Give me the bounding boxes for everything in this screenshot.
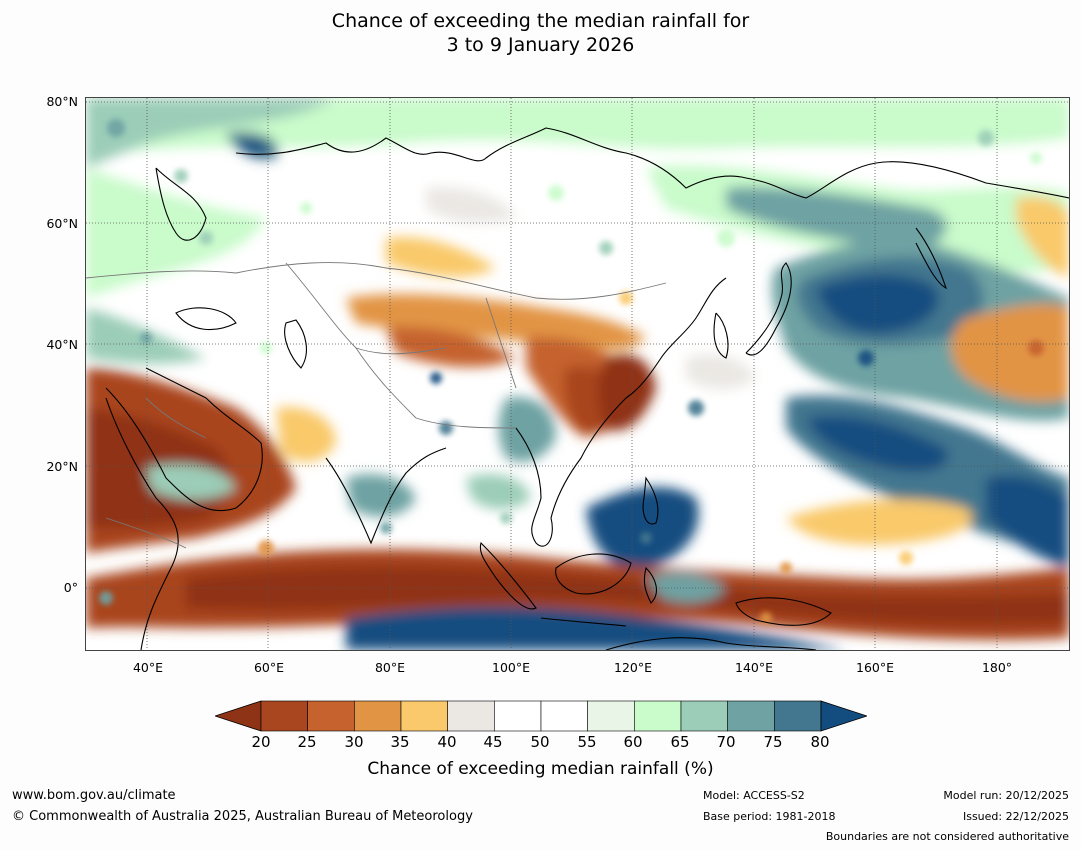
colorbar-tick: 35 [390, 733, 410, 751]
title-line-1: Chance of exceeding the median rainfall … [331, 10, 750, 32]
colorbar-swatch [307, 700, 355, 732]
colorbar-tick: 25 [297, 733, 317, 751]
lat-label-40n: 40°N [46, 337, 78, 352]
colorbar-swatch [587, 700, 635, 732]
coastlines [105, 127, 1069, 650]
graticule [86, 98, 1069, 650]
colorbar [215, 700, 867, 732]
colorbar-tick: 40 [437, 733, 457, 751]
colorbar-tick: 20 [251, 733, 271, 751]
lon-label-180: 180° [981, 660, 1013, 675]
lon-label-60e: 60°E [253, 660, 285, 675]
colorbar-tick: 60 [623, 733, 643, 751]
rainfall-anomaly-field [86, 98, 1069, 650]
colorbar-swatch [494, 700, 542, 732]
footer-base-period: Base period: 1981-2018 [703, 810, 836, 823]
lon-label-80e: 80°E [374, 660, 406, 675]
colorbar-tick: 55 [577, 733, 597, 751]
lat-label-60n: 60°N [46, 216, 78, 231]
title-line-2: 3 to 9 January 2026 [446, 34, 635, 56]
rainfall-probability-map [85, 97, 1070, 651]
colorbar-swatch [680, 700, 728, 732]
footer-boundaries-note: Boundaries are not considered authoritat… [825, 830, 1069, 843]
colorbar-swatch [540, 700, 588, 732]
colorbar-tick: 70 [716, 733, 736, 751]
colorbar-swatches [215, 700, 867, 732]
footer-model: Model: ACCESS-S2 [703, 789, 805, 802]
colorbar-tick: 75 [763, 733, 783, 751]
lon-label-160e: 160°E [855, 660, 895, 675]
colorbar-extend-low [215, 700, 262, 732]
lon-label-140e: 140°E [734, 660, 774, 675]
colorbar-tick: 30 [344, 733, 364, 751]
map-canvas [86, 98, 1069, 650]
lon-label-100e: 100°E [491, 660, 531, 675]
country-boundaries [86, 262, 667, 549]
colorbar-label: Chance of exceeding median rainfall (%) [367, 759, 714, 779]
lon-label-40e: 40°E [132, 660, 164, 675]
colorbar-extend-high [820, 700, 867, 732]
footer-issued: Issued: 22/12/2025 [962, 810, 1069, 823]
footer-url: www.bom.gov.au/climate [12, 788, 176, 803]
colorbar-swatch [400, 700, 448, 732]
footer-model-run: Model run: 20/12/2025 [943, 789, 1069, 802]
colorbar-tick: 65 [670, 733, 690, 751]
lat-label-80n: 80°N [46, 94, 78, 109]
colorbar-tick: 80 [810, 733, 830, 751]
lon-label-120e: 120°E [613, 660, 653, 675]
colorbar-swatch [354, 700, 402, 732]
colorbar-swatch [260, 700, 308, 732]
colorbar-swatch [634, 700, 682, 732]
colorbar-tick-labels: 20 25 30 35 40 45 50 55 60 65 70 75 80 [0, 733, 1081, 753]
colorbar-swatch [727, 700, 775, 732]
colorbar-tick: 45 [483, 733, 503, 751]
lat-label-20n: 20°N [46, 459, 78, 474]
colorbar-swatch [774, 700, 822, 732]
map-title: Chance of exceeding the median rainfall … [0, 9, 1081, 57]
footer-copyright: © Commonwealth of Australia 2025, Austra… [12, 809, 473, 824]
colorbar-swatch [447, 700, 495, 732]
colorbar-tick: 50 [530, 733, 550, 751]
lat-label-equator: 0° [63, 580, 78, 595]
